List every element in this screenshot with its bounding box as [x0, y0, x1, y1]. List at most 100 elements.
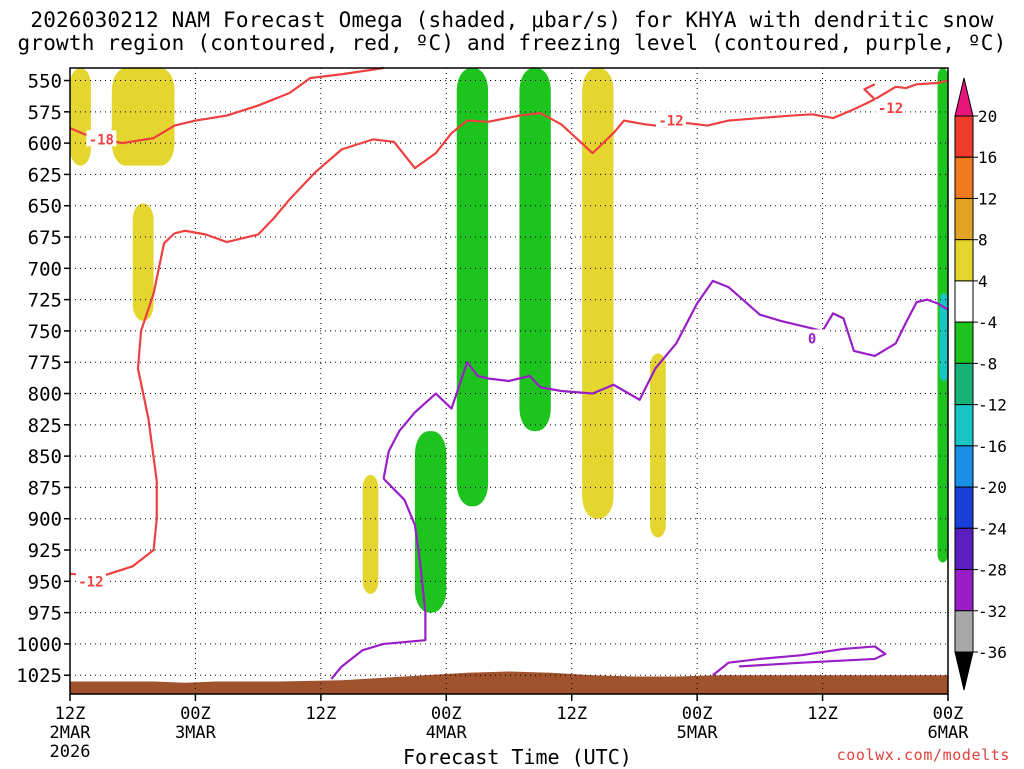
colorbar-swatch [954, 239, 974, 282]
contour-3 [863, 83, 876, 101]
colorbar-label: 12 [978, 189, 997, 208]
omega-region-0 [70, 68, 91, 166]
contour-lines: -12 -12 -18 -12 0 [69, 66, 949, 680]
colorbar-swatch [954, 156, 974, 199]
y-tick-label: 700 [28, 258, 62, 280]
contour-1 [69, 232, 176, 578]
colorbar-swatch [954, 569, 974, 612]
contour-5 [330, 477, 427, 680]
y-tick-label: 950 [28, 571, 62, 593]
y-tick-label: 925 [28, 540, 62, 562]
x-tick-label: 12Z [807, 704, 838, 724]
colorbar-swatch [954, 280, 974, 323]
y-tick-label: 875 [28, 477, 62, 499]
y-tick-label: 1025 [16, 665, 62, 687]
omega-region-4 [582, 68, 614, 519]
omega-shaded-regions [70, 68, 948, 613]
omega-region-10 [939, 293, 948, 381]
x-tick-label: 3MAR [175, 723, 217, 743]
colorbar-label: -16 [978, 437, 1007, 456]
colorbar-label: 8 [978, 231, 988, 250]
colorbar-swatch [954, 197, 974, 241]
colorbar-label: -12 [978, 396, 1007, 415]
pressure-axis: 550 575 600 625 650 675 700 725 750 775 800 825 850 8… [16, 71, 70, 687]
y-tick-label: 625 [28, 164, 62, 186]
contour-label: -18 [89, 132, 114, 148]
x-tick-label: 12Z [55, 704, 86, 724]
y-tick-label: 975 [28, 603, 62, 625]
colorbar-swatch [954, 362, 974, 406]
y-tick-label: 825 [28, 415, 62, 437]
x-tick-label: 2026 [50, 742, 91, 762]
colorbar-label: 16 [978, 148, 997, 167]
colorbar-swatch [954, 404, 974, 447]
contour-2 [69, 66, 384, 145]
x-tick-label: 12Z [556, 704, 587, 724]
y-tick-label: 575 [28, 102, 62, 124]
colorbar-swatch [954, 527, 974, 571]
colorbar-label: 20 [978, 107, 997, 126]
x-tick-label: 12Z [305, 704, 336, 724]
x-tick-label: 4MAR [426, 723, 468, 743]
x-tick-label: 6MAR [928, 723, 970, 743]
y-tick-label: 550 [28, 71, 62, 93]
contour-0 [174, 79, 949, 244]
colorbar-label: -32 [978, 602, 1007, 621]
contour-label: -12 [78, 574, 103, 590]
colorbar-top-arrow [954, 77, 974, 117]
y-tick-label: 675 [28, 227, 62, 249]
terrain-ground [70, 671, 948, 694]
colorbar-bottom-arrow [954, 651, 974, 691]
plot-border [69, 67, 949, 695]
contour-label-bg [656, 111, 687, 128]
omega-region-5 [650, 353, 666, 538]
colorbar-label: 4 [978, 272, 988, 291]
omega-region-3 [362, 474, 379, 594]
x-tick-label: 00Z [933, 704, 964, 724]
contour-label-bg [75, 572, 106, 589]
contour-label-bg [797, 329, 828, 346]
y-tick-label: 1000 [16, 634, 62, 656]
omega-colorbar: 20 16 12 8 4 -4 -8 -12 -16 -20 -24 -28 -32 -36 [954, 77, 1007, 691]
y-tick-label: 850 [28, 446, 62, 468]
y-tick-label: 725 [28, 290, 62, 312]
omega-region-1 [111, 68, 175, 166]
colorbar-swatch [954, 115, 974, 158]
contour-6 [712, 645, 887, 677]
omega-region-2 [132, 203, 154, 321]
y-tick-label: 900 [28, 509, 62, 531]
chart-title-line1: 2026030212 NAM Forecast Omega (shaded, μ… [30, 8, 994, 32]
contour-label: -12 [878, 101, 903, 117]
contour-label: 0 [808, 331, 816, 347]
omega-region-7 [519, 68, 551, 432]
colorbar-swatch [954, 445, 974, 488]
site-credit: coolwx.com/modelts [836, 746, 1010, 764]
colorbar-swatch [954, 610, 974, 653]
y-tick-label: 650 [28, 196, 62, 218]
colorbar-label: -36 [978, 643, 1007, 662]
omega-region-8 [414, 431, 447, 613]
plot-frame [69, 67, 949, 695]
contour-label: -12 [658, 114, 683, 130]
contour-4 [382, 279, 949, 479]
x-tick-label: 5MAR [677, 723, 719, 743]
colorbar-label: -4 [978, 313, 997, 332]
y-tick-label: 750 [28, 321, 62, 343]
y-tick-label: 800 [28, 384, 62, 406]
x-tick-label: 00Z [180, 704, 211, 724]
omega-region-6 [456, 68, 489, 507]
colorbar-label: -28 [978, 561, 1007, 580]
x-tick-label: 2MAR [50, 723, 92, 743]
colorbar-label: -24 [978, 519, 1007, 538]
x-tick-label: 00Z [682, 704, 713, 724]
contour-label-bg [875, 99, 906, 116]
x-tick-label: 00Z [431, 704, 462, 724]
colorbar-swatch [954, 321, 974, 364]
terrain-layer [70, 671, 948, 694]
colorbar-swatch [954, 486, 974, 529]
y-tick-label: 600 [28, 133, 62, 155]
contour-label-bg [86, 130, 117, 147]
x-axis-title: Forecast Time (UTC) [403, 745, 632, 769]
